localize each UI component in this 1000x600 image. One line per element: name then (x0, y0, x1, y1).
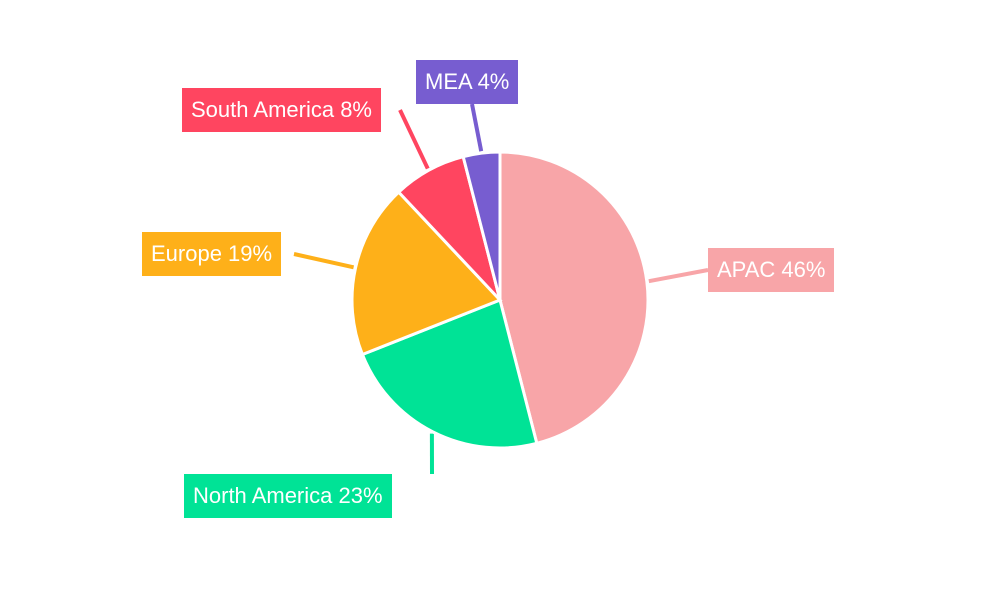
leader-line-apac (648, 268, 709, 284)
label-mea: MEA 4% (416, 60, 519, 104)
leader-line-europe (293, 252, 355, 270)
slice-mea[interactable] (461, 150, 502, 301)
label-apac: APAC 46% (708, 248, 835, 292)
slice-europe[interactable] (350, 189, 503, 357)
leader-line-mea (470, 103, 484, 152)
label-europe: Europe 19% (142, 232, 282, 276)
leader-line-south-america (398, 109, 430, 170)
label-south-america: South America 8% (182, 88, 381, 132)
label-north-america: North America 23% (184, 474, 392, 518)
slice-north-america[interactable] (360, 297, 539, 450)
slice-apac[interactable] (498, 150, 650, 446)
